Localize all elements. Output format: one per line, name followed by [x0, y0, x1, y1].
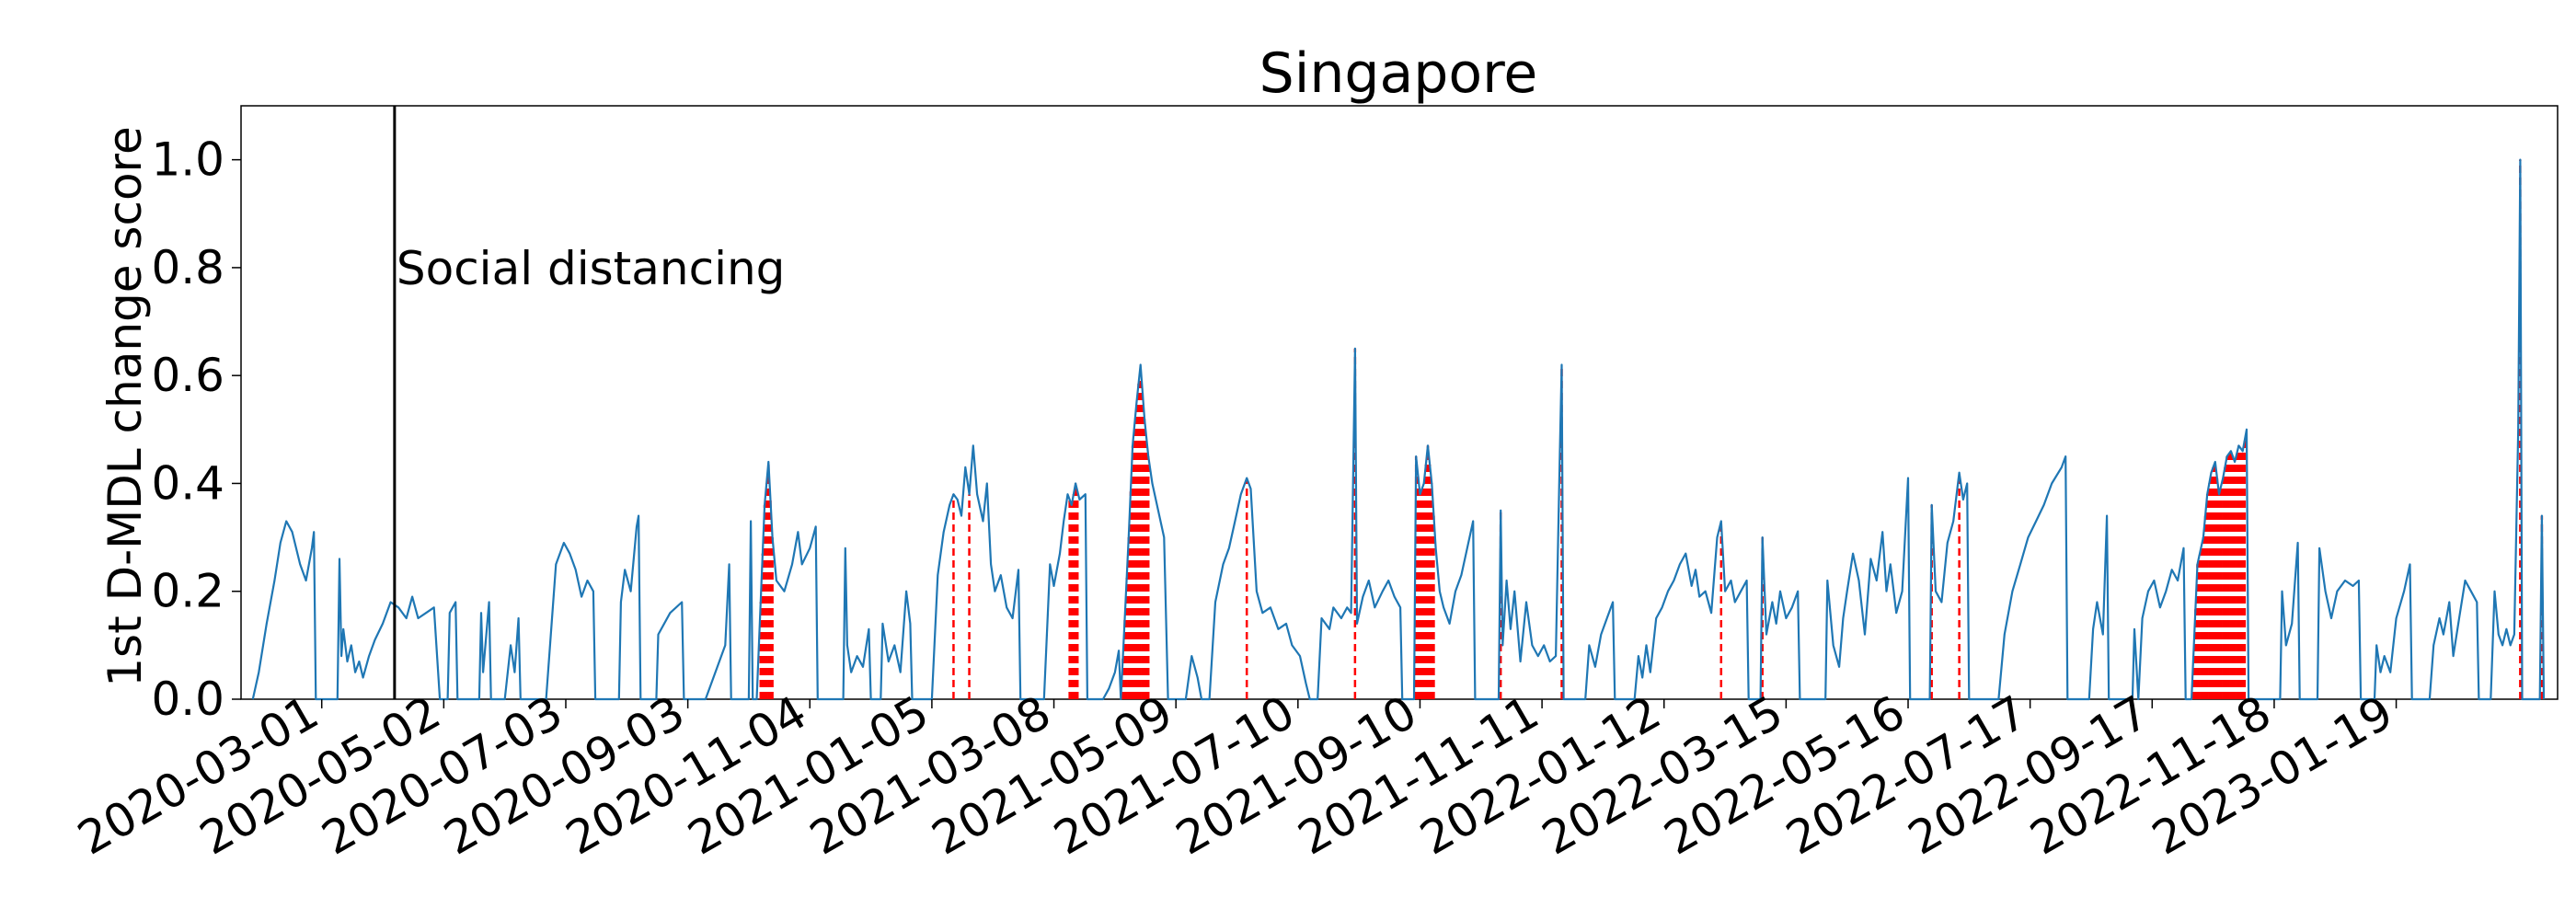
y-axis-label: 1st D-MDL change score: [98, 126, 152, 687]
y-tick-label: 0.8: [151, 241, 224, 294]
alarm-lines: [759, 159, 2544, 699]
y-tick-label: 0.0: [151, 673, 224, 726]
y-tick-label: 1.0: [151, 133, 224, 187]
x-axis: 2020-03-012020-05-022020-07-032020-09-03…: [69, 685, 2402, 866]
series-layer: [251, 158, 2546, 701]
chart-title: Singapore: [1259, 41, 1538, 106]
event-label: Social distancing: [397, 242, 786, 295]
series-line: [251, 158, 2546, 701]
y-tick-label: 0.6: [151, 349, 224, 402]
y-tick-label: 0.2: [151, 565, 224, 618]
event-marker: Social distancing: [393, 106, 786, 699]
plot-frame: [240, 105, 2559, 700]
y-axis: 0.0 0.2 0.4 0.6 0.8 1.0: [151, 133, 241, 726]
y-tick-label: 0.4: [151, 456, 224, 510]
